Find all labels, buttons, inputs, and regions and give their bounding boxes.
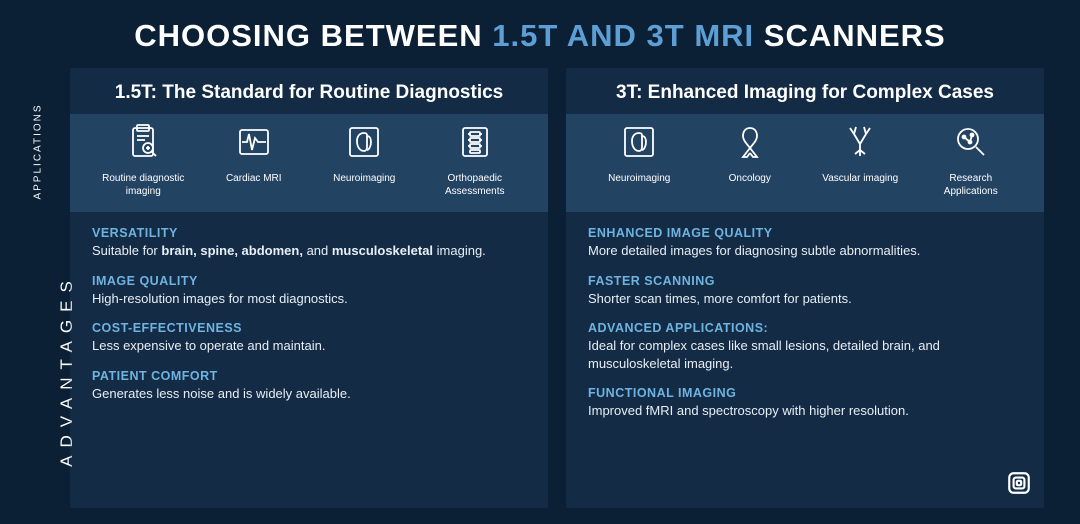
advantages-left: VERSATILITY Suitable for brain, spine, ab… [70,212,548,426]
app-item: Vascular imaging [815,122,905,198]
app-item: Routine diagnostic imaging [98,122,188,198]
advantage-title: ENHANCED IMAGE QUALITY [588,226,1022,240]
app-label: Routine diagnostic imaging [98,173,188,198]
main-columns: 1.5T: The Standard for Routine Diagnosti… [0,68,1080,508]
advantage-item: FUNCTIONAL IMAGING Improved fMRI and spec… [588,386,1022,420]
advantage-title: ADVANCED APPLICATIONS: [588,321,1022,335]
app-item: Research Applications [926,122,1016,198]
advantage-text: Less expensive to operate and maintain. [92,337,526,355]
app-item: Neuroimaging [594,122,684,198]
ribbon-icon [730,122,770,167]
vascular-icon [840,122,880,167]
app-label: Neuroimaging [333,173,395,186]
apps-row-right: Neuroimaging Oncology Vascular imaging Rese… [566,114,1044,212]
advantage-item: COST-EFFECTIVENESS Less expensive to oper… [92,321,526,355]
advantage-text: Improved fMRI and spectroscopy with high… [588,402,1022,420]
app-label: Vascular imaging [822,173,898,186]
panel-header-left: 1.5T: The Standard for Routine Diagnosti… [70,68,548,114]
advantage-title: PATIENT COMFORT [92,369,526,383]
app-label: Neuroimaging [608,173,670,186]
advantage-title: VERSATILITY [92,226,526,240]
app-item: Oncology [705,122,795,198]
advantages-right: ENHANCED IMAGE QUALITY More detailed imag… [566,212,1044,444]
advantage-text: Suitable for brain, spine, abdomen, and … [92,242,526,260]
brain-scan-icon [619,122,659,167]
advantage-text: Generates less noise and is widely avail… [92,385,526,403]
advantage-text: Shorter scan times, more comfort for pat… [588,290,1022,308]
advantage-text: High-resolution images for most diagnost… [92,290,526,308]
panel-header-right: 3T: Enhanced Imaging for Complex Cases [566,68,1044,114]
app-item: Cardiac MRI [209,122,299,198]
app-label: Research Applications [926,173,1016,198]
title-post: SCANNERS [754,18,946,53]
title-pre: CHOOSING BETWEEN [134,18,492,53]
advantage-item: IMAGE QUALITY High-resolution images for … [92,274,526,308]
panel-3t: 3T: Enhanced Imaging for Complex Cases N… [566,68,1044,508]
advantage-title: IMAGE QUALITY [92,274,526,288]
app-label: Oncology [729,173,771,186]
spine-icon [455,122,495,167]
app-label: Orthopaedic Assessments [430,173,520,198]
corner-logo-icon [1006,470,1032,496]
app-item: Orthopaedic Assessments [430,122,520,198]
advantage-item: ENHANCED IMAGE QUALITY More detailed imag… [588,226,1022,260]
advantage-item: VERSATILITY Suitable for brain, spine, ab… [92,226,526,260]
ecg-icon [234,122,274,167]
research-icon [951,122,991,167]
advantage-item: FASTER SCANNING Shorter scan times, more … [588,274,1022,308]
advantage-title: FASTER SCANNING [588,274,1022,288]
advantage-item: ADVANCED APPLICATIONS: Ideal for complex … [588,321,1022,372]
apps-row-left: Routine diagnostic imaging Cardiac MRI Neu… [70,114,548,212]
advantage-text: More detailed images for diagnosing subt… [588,242,1022,260]
advantage-text: Ideal for complex cases like small lesio… [588,337,1022,372]
app-item: Neuroimaging [319,122,409,198]
app-label: Cardiac MRI [226,173,282,186]
brain-scan-icon [344,122,384,167]
side-label-applications: APPLICATIONS [33,103,44,199]
panel-1-5t: 1.5T: The Standard for Routine Diagnosti… [70,68,548,508]
page-title: CHOOSING BETWEEN 1.5T AND 3T MRI SCANNER… [0,0,1080,68]
advantage-title: COST-EFFECTIVENESS [92,321,526,335]
advantage-item: PATIENT COMFORT Generates less noise and … [92,369,526,403]
side-labels: APPLICATIONS ADVANTAGES [18,90,58,510]
advantage-title: FUNCTIONAL IMAGING [588,386,1022,400]
title-accent: 1.5T AND 3T MRI [492,18,754,53]
clipboard-search-icon [123,122,163,167]
